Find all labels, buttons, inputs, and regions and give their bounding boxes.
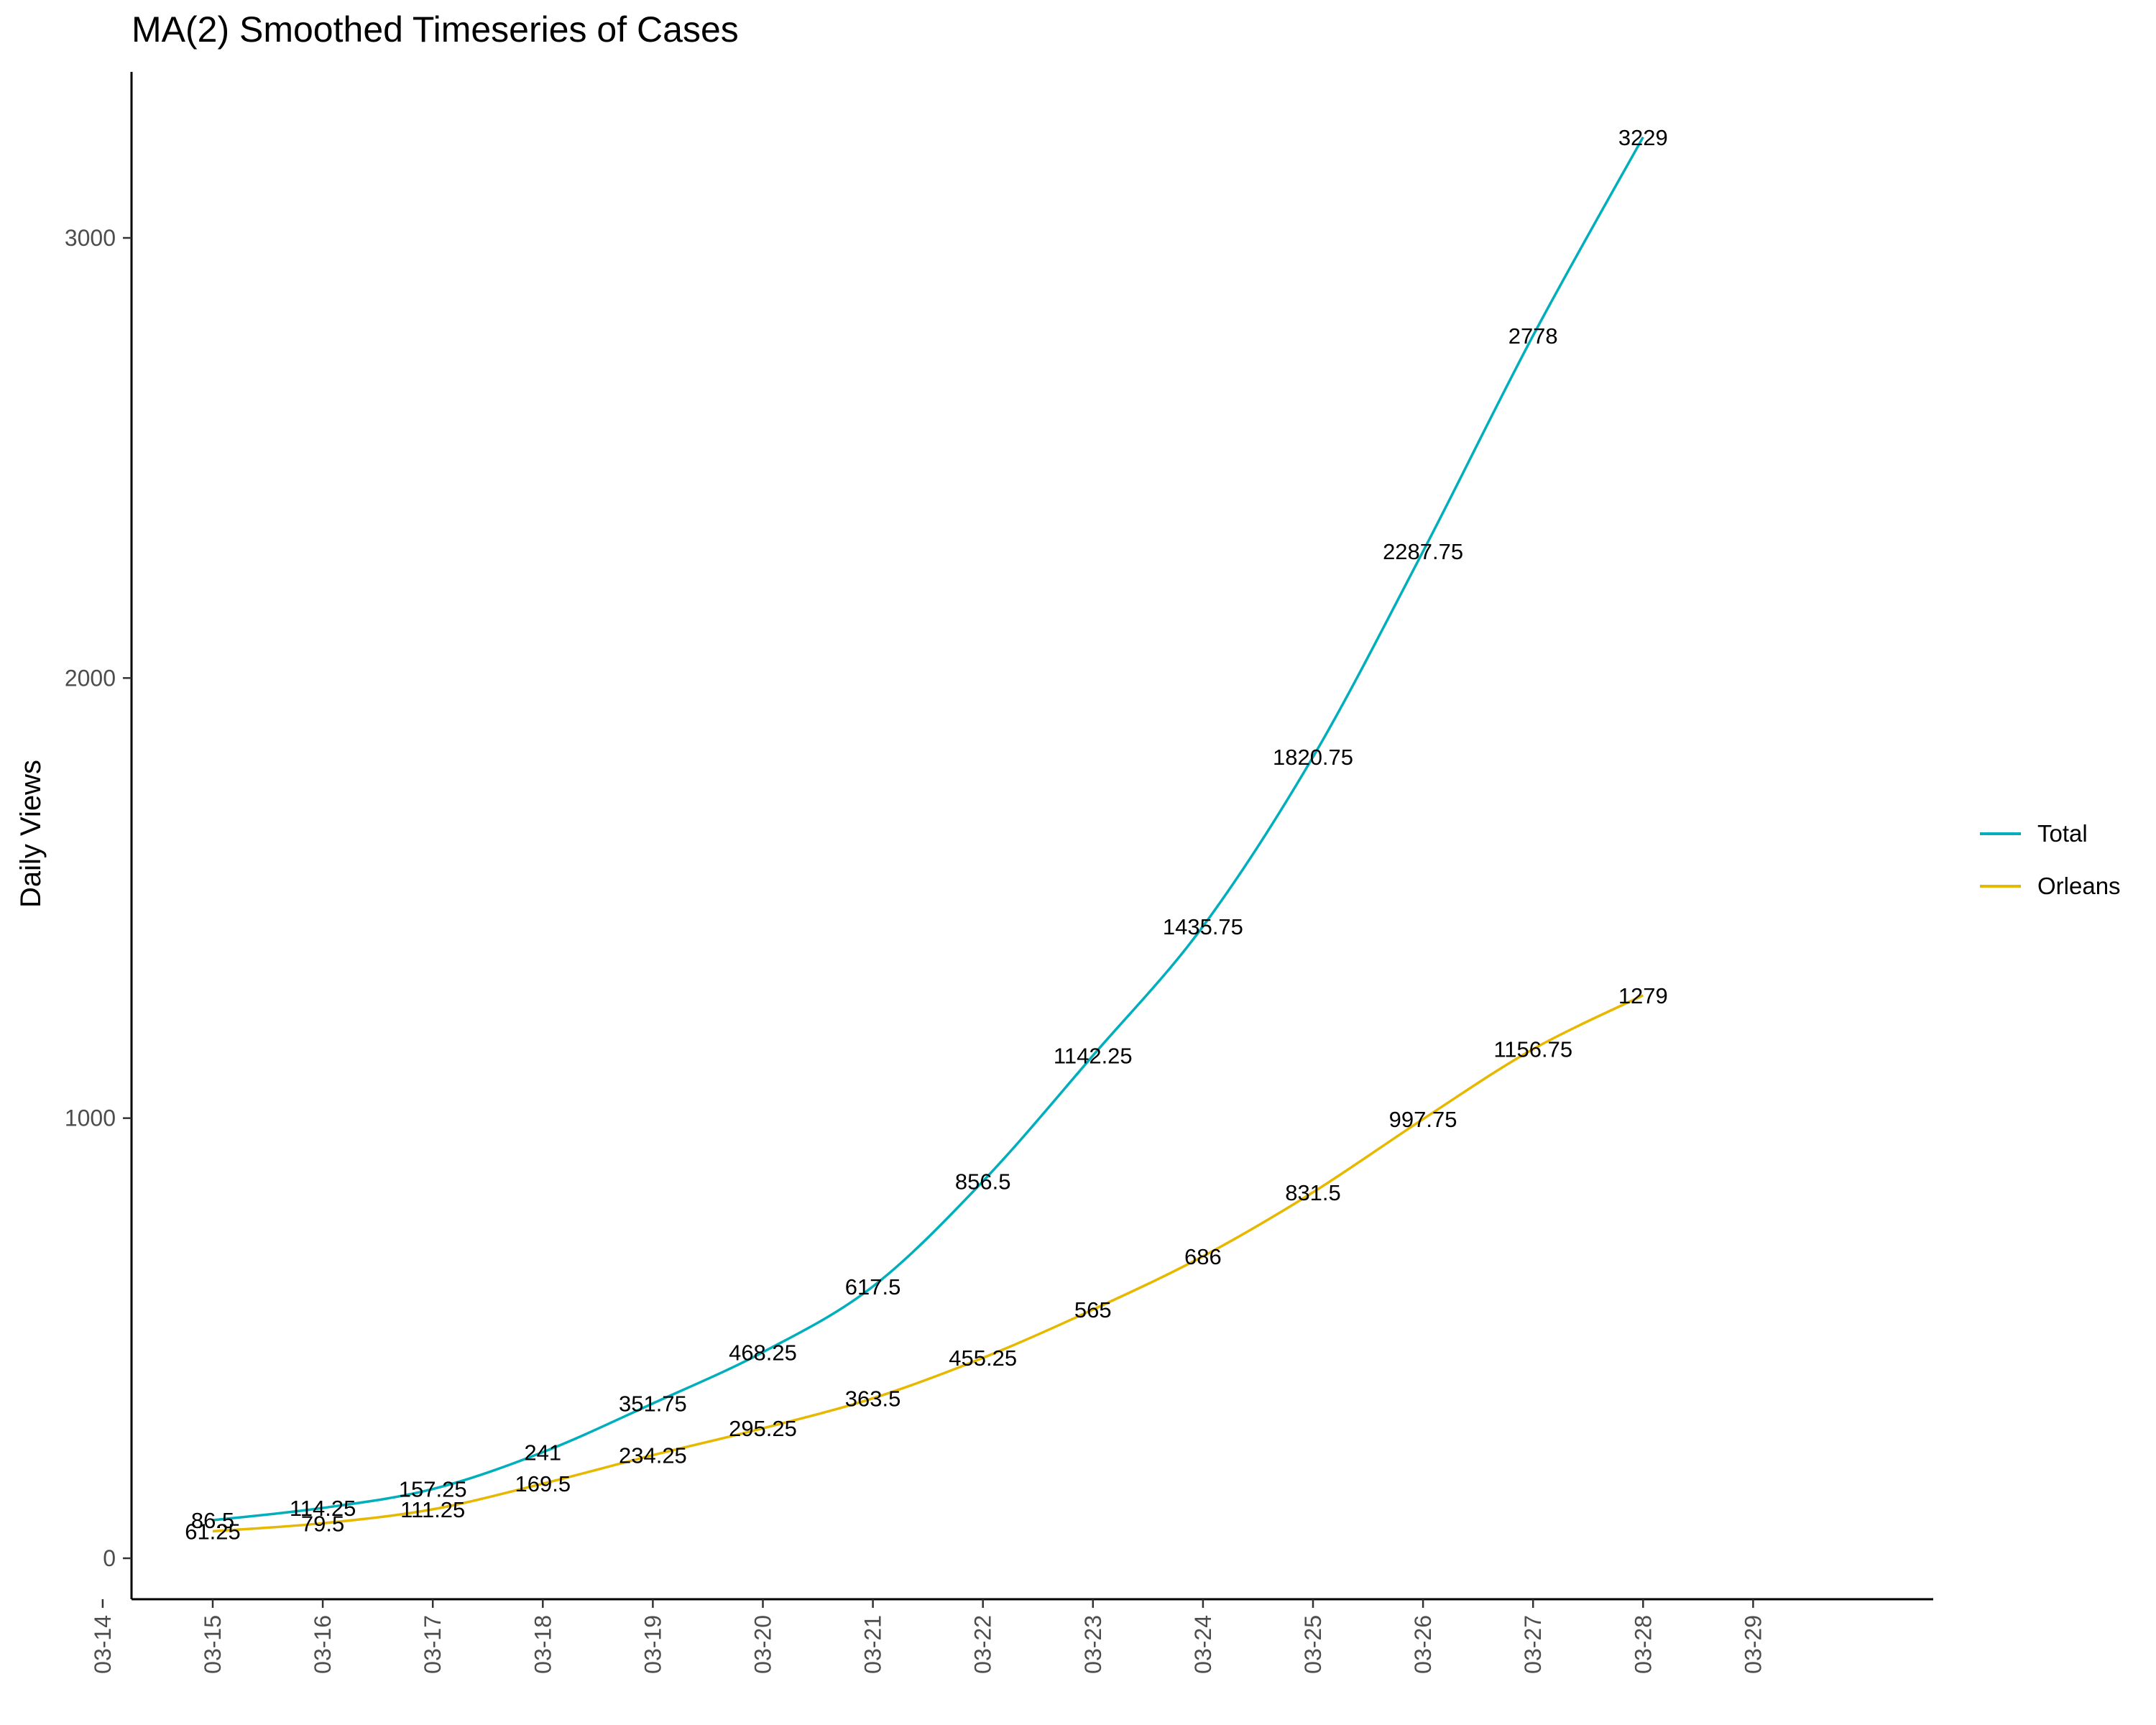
axes <box>130 72 1933 1601</box>
y-tick-label: 1000 <box>65 1105 116 1131</box>
series-line-orleans <box>212 994 1644 1533</box>
series-lines <box>212 136 1644 1533</box>
data-label-total: 2287.75 <box>1383 539 1463 564</box>
x-tick-label: 03-19 <box>640 1615 665 1674</box>
data-label-total: 241 <box>524 1440 561 1465</box>
data-label-total: 114.25 <box>290 1496 356 1521</box>
data-label-total: 3229 <box>1618 125 1668 150</box>
data-label-orleans: 169.5 <box>515 1471 571 1496</box>
x-tick-label: 03-22 <box>970 1615 996 1674</box>
x-ticks: 03-14 03-15 03-16 03-17 03-18 03-19 03-20 03-21… <box>90 1599 1766 1674</box>
legend-key-total <box>1980 832 2021 835</box>
y-tick-label: 2000 <box>65 665 116 691</box>
data-label-total: 157.25 <box>399 1477 467 1502</box>
x-tick-label: 03-16 <box>310 1615 336 1674</box>
x-tick-label: 03-23 <box>1080 1615 1106 1674</box>
y-ticks: 0 1000 2000 3000 <box>65 225 132 1571</box>
y-tick-label: 3000 <box>65 225 116 251</box>
legend-key-orleans <box>1980 885 2021 888</box>
data-label-orleans: 363.5 <box>845 1386 901 1411</box>
legend-label-orleans: Orleans <box>2037 873 2121 899</box>
x-tick-label: 03-21 <box>860 1615 886 1674</box>
x-tick-label: 03-24 <box>1190 1615 1216 1674</box>
data-label-orleans: 997.75 <box>1389 1107 1457 1132</box>
data-label-orleans: 111.25 <box>400 1497 465 1522</box>
legend-label-total: Total <box>2037 820 2088 847</box>
x-tick-label: 03-14 <box>90 1615 116 1674</box>
data-label-total: 2778 <box>1508 323 1558 349</box>
x-tick-label: 03-18 <box>530 1615 556 1674</box>
data-label-orleans: 1156.75 <box>1493 1037 1572 1062</box>
data-label-total: 1435.75 <box>1163 914 1243 939</box>
data-label-orleans: 565 <box>1074 1297 1112 1322</box>
data-label-orleans: 234.25 <box>619 1443 687 1468</box>
series-line-total <box>212 136 1644 1522</box>
data-label-total: 86.5 <box>191 1508 234 1533</box>
x-tick-label: 03-27 <box>1520 1615 1546 1674</box>
data-label-total: 856.5 <box>955 1169 1011 1195</box>
data-label-orleans: 686 <box>1184 1244 1222 1269</box>
data-label-orleans: 61.25 <box>185 1519 241 1544</box>
y-axis-label: Daily Views <box>15 760 47 908</box>
x-tick-label: 03-28 <box>1630 1615 1656 1674</box>
data-labels: 86.5 114.25 157.25 241 351.75 468.25 617.5 856.… <box>185 125 1668 1545</box>
data-label-orleans: 79.5 <box>301 1511 344 1536</box>
x-tick-label: 03-26 <box>1410 1615 1436 1674</box>
data-label-total: 617.5 <box>845 1274 901 1300</box>
data-label-orleans: 1279 <box>1618 983 1668 1008</box>
data-label-total: 1142.25 <box>1054 1044 1133 1069</box>
x-tick-label: 03-20 <box>750 1615 776 1674</box>
data-label-total: 1820.75 <box>1273 745 1353 770</box>
x-tick-label: 03-17 <box>420 1615 446 1674</box>
data-label-orleans: 295.25 <box>729 1416 797 1441</box>
data-label-orleans: 831.5 <box>1285 1180 1341 1205</box>
x-tick-label: 03-29 <box>1740 1615 1766 1674</box>
chart-title: MA(2) Smoothed Timeseries of Cases <box>132 9 739 50</box>
y-tick-label: 0 <box>103 1545 116 1571</box>
x-tick-label: 03-25 <box>1300 1615 1326 1674</box>
data-label-total: 351.75 <box>619 1392 687 1417</box>
data-label-orleans: 455.25 <box>949 1346 1017 1371</box>
x-tick-label: 03-15 <box>200 1615 226 1674</box>
data-label-total: 468.25 <box>729 1340 797 1365</box>
